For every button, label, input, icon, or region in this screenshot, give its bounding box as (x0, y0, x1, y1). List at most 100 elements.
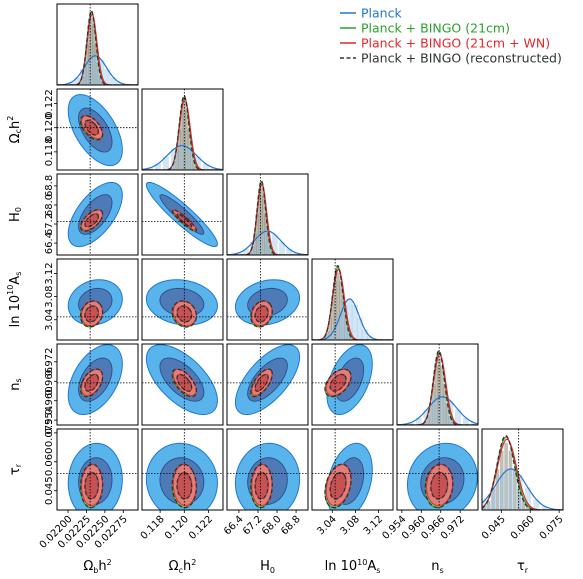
panel-lnAs-och2 (141, 258, 224, 341)
y-tick-label: 0.045 (44, 476, 55, 505)
panel-frame (226, 343, 309, 426)
contour-reconstructed-95 (79, 463, 104, 509)
hist-bar (517, 488, 521, 510)
hist-bar (268, 245, 272, 255)
hist-bar (361, 329, 368, 340)
pdf-bingo-21cm (142, 96, 223, 170)
x-axis-label-och2: Ωch2 (169, 558, 197, 575)
x-tick-label: 0.045 (480, 514, 508, 542)
hist-bar (504, 442, 508, 510)
panel-frame (396, 428, 479, 511)
hist-bar (524, 487, 531, 510)
hist-bar (341, 299, 346, 340)
panel-frame (311, 343, 394, 426)
hist-bar (462, 417, 469, 425)
hist-bar (94, 44, 98, 85)
panel-tau-och2 (141, 428, 224, 511)
hist-bar (478, 509, 482, 510)
hist-bar (187, 129, 191, 170)
contour-reconstructed-95 (171, 368, 198, 398)
hist-bar (541, 506, 548, 510)
hist-bar (415, 417, 422, 425)
hist-bar (293, 252, 300, 255)
y-tick-label: 67.2 (44, 213, 55, 235)
panel-frame (226, 173, 309, 256)
contour-reconstructed-95 (79, 114, 104, 141)
hist-bar (445, 403, 450, 425)
hist-bar (194, 167, 199, 170)
y-tick-label: 68.0 (44, 194, 55, 216)
hist-bar (83, 63, 87, 85)
hist-bar (67, 82, 74, 85)
panel-obh2-obh2 (56, 3, 139, 86)
panel-frame (141, 88, 224, 171)
contour-bingo-wn-68 (254, 471, 269, 500)
hist-bar (249, 252, 253, 255)
panel-frame (141, 173, 224, 256)
hist-bar (474, 506, 480, 510)
panel-lnAs-H0 (226, 258, 309, 341)
hist-bar (264, 231, 271, 255)
y-axis-labels: Ωch2 H0 ln 1010As ns τr (6, 116, 23, 475)
hist-bar (336, 317, 343, 340)
y-tick-label: 0.972 (44, 347, 55, 376)
hist-bar (346, 298, 353, 340)
y-axis-label-H0: H0 (8, 207, 23, 222)
x-tick-label: 0.060 (509, 514, 537, 542)
hist-bar (431, 384, 436, 425)
hist-bar (491, 488, 495, 510)
x-axis-label-obh2: Ωbh2 (83, 558, 111, 575)
hist-bar (86, 59, 93, 85)
hist-bar (110, 77, 117, 85)
x-tick-label: 0.118 (139, 514, 167, 542)
y-tick-label: 0.075 (44, 419, 55, 448)
hist-bar (533, 499, 540, 510)
hist-bar (482, 507, 487, 510)
pdf-reconstructed (482, 434, 563, 510)
hist-bar (146, 167, 153, 170)
hist-bar (154, 163, 161, 170)
hist-bar (338, 280, 343, 340)
hist-bar (92, 25, 96, 85)
x-tick-label: 3.04 (315, 514, 339, 538)
hist-bar (423, 422, 428, 425)
hist-bar (437, 357, 441, 425)
panel-frame (56, 428, 139, 511)
pdf-planck (397, 396, 478, 425)
hist-bar (257, 234, 264, 255)
panel-och2-obh2 (56, 88, 139, 171)
hist-bar (85, 44, 89, 85)
hist-bar (271, 234, 278, 255)
contour-reconstructed-68 (176, 472, 193, 500)
panel-frame (56, 258, 139, 341)
hist-bar (192, 160, 196, 170)
hist-bar (253, 233, 257, 255)
contour-reconstructed-95 (250, 368, 273, 398)
panel-frame (56, 343, 139, 426)
y-tick-label: 3.04 (44, 309, 55, 331)
hist-bar (80, 75, 85, 85)
panel-lnAs-obh2 (56, 258, 139, 341)
x-tick-label: 0.120 (163, 514, 191, 542)
panel-frame (56, 88, 139, 171)
hist-bar (235, 252, 242, 255)
pdf-planck (482, 468, 563, 510)
x-axis-label-H0: H0 (260, 559, 275, 575)
hist-bar (257, 195, 262, 255)
hist-bar (278, 241, 285, 255)
hist-bar (440, 365, 444, 425)
legend-label-BWN: Planck + BINGO (21cm + WN) (361, 36, 550, 51)
panel-H0-obh2 (56, 173, 139, 256)
hist-bar (507, 468, 514, 510)
x-tick-label: 68.8 (279, 514, 303, 538)
hist-bar (194, 156, 201, 170)
panel-ns-ns (396, 343, 479, 426)
hist-bar (356, 317, 363, 340)
hist-bar (242, 248, 249, 255)
panels-layer: 0.1180.1200.12266.467.268.068.83.043.083… (38, 3, 566, 551)
hist-bar (470, 422, 477, 425)
x-tick-label: 67.2 (241, 514, 265, 538)
panel-frame (141, 343, 224, 426)
hist-bar (210, 167, 217, 170)
y-tick-label: 0.122 (44, 89, 55, 118)
